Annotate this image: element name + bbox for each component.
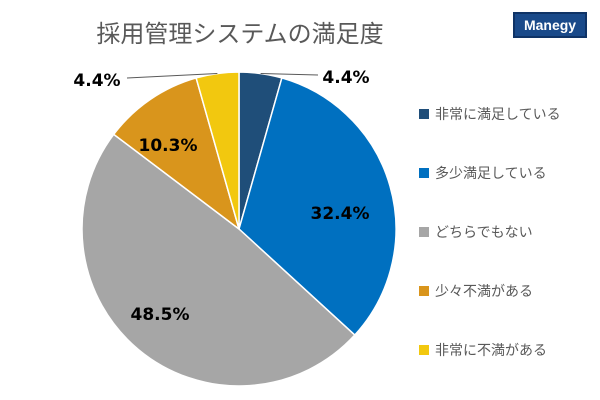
legend-label: 多少満足している	[435, 165, 547, 182]
data-label-1: 4.4%	[322, 68, 369, 88]
data-label-3: 48.5%	[131, 305, 190, 325]
legend-item-5: 非常に不満がある	[419, 332, 599, 391]
manegy-logo: Manegy	[513, 12, 587, 38]
leader-line-5	[126, 72, 218, 79]
chart-title: 採用管理システムの満足度	[96, 20, 384, 48]
legend-swatch	[419, 108, 429, 119]
pie-slice-4	[112, 77, 241, 231]
legend-item-4: 少々不満がある	[419, 273, 599, 332]
data-label-4: 10.3%	[139, 136, 198, 156]
legend-item-1: 非常に満足している	[419, 96, 599, 155]
legend-label: どちらでもない	[435, 224, 533, 241]
legend-label: 非常に不満がある	[435, 342, 547, 359]
pie-slice-5	[195, 71, 240, 230]
legend-item-2: 多少満足している	[419, 155, 599, 214]
data-label-5: 4.4%	[73, 71, 120, 91]
legend-swatch	[419, 167, 429, 178]
legend-label: 非常に満足している	[435, 106, 561, 123]
legend-swatch	[419, 226, 429, 237]
pie-slice-3	[81, 133, 356, 387]
legend-item-3: どちらでもない	[419, 214, 599, 273]
chart-legend: 非常に満足している 多少満足している どちらでもない 少々不満がある 非常に不満がある	[419, 96, 599, 391]
leader-line-1	[260, 72, 319, 76]
legend-swatch	[419, 285, 429, 296]
legend-swatch	[419, 344, 429, 355]
pie-slice-2	[238, 77, 397, 337]
legend-label: 少々不満がある	[435, 283, 533, 300]
data-label-2: 32.4%	[311, 204, 370, 224]
